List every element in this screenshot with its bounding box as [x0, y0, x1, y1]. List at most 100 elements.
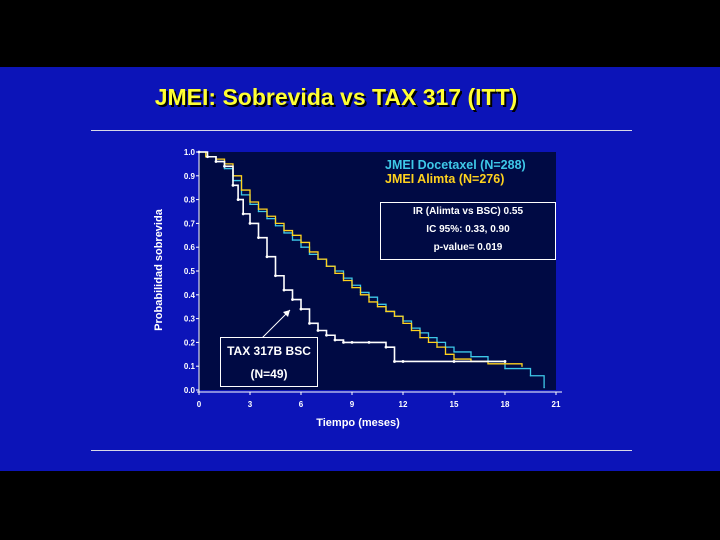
top-divider	[91, 130, 632, 131]
annotation-arrow	[261, 309, 291, 339]
data-point	[283, 229, 285, 232]
data-point	[401, 360, 405, 363]
x-axis-label: Tiempo (meses)	[316, 417, 400, 429]
series-line-jmei-alimta-n-276	[199, 151, 523, 367]
data-point	[257, 210, 260, 213]
data-point	[529, 375, 532, 377]
stats-box: IR (Alimta vs BSC) 0.55 IC 95%: 0.33, 0.…	[380, 202, 556, 260]
data-point	[351, 286, 353, 289]
data-point	[231, 183, 235, 187]
data-point	[427, 341, 430, 344]
data-point	[248, 222, 252, 225]
x-tick-label: 3	[248, 400, 253, 409]
data-point	[393, 315, 396, 317]
data-point	[214, 160, 218, 163]
data-point	[240, 189, 243, 191]
data-point	[265, 255, 269, 259]
data-point	[241, 212, 245, 216]
y-tick-label: 0.7	[184, 219, 196, 228]
y-tick-label: 0.1	[184, 362, 196, 371]
data-point	[342, 279, 345, 282]
data-point	[274, 274, 277, 278]
data-point	[249, 201, 251, 203]
data-point	[419, 336, 421, 339]
data-point	[240, 194, 243, 196]
data-point	[291, 239, 294, 241]
data-point	[368, 301, 370, 303]
data-point	[283, 232, 285, 234]
data-point	[385, 310, 387, 313]
x-tick-label: 0	[197, 400, 202, 409]
series-line-tax-317b-bsc-n-49	[199, 151, 505, 363]
y-tick-label: 1.0	[184, 148, 196, 157]
data-point	[543, 386, 545, 389]
data-point	[308, 251, 311, 253]
data-point	[359, 294, 362, 296]
x-tick-label: 18	[501, 400, 510, 409]
data-point	[470, 355, 472, 358]
bsc-count: (N=49)	[250, 367, 288, 381]
x-tick-label: 15	[450, 400, 459, 409]
data-point	[350, 341, 354, 344]
data-point	[266, 217, 268, 220]
data-point	[384, 345, 388, 349]
data-point	[317, 258, 319, 260]
x-tick-label: 21	[552, 400, 561, 409]
bsc-annotation-box: TAX 317B BSC (N=49)	[220, 337, 318, 387]
data-point	[308, 253, 311, 256]
data-point	[453, 351, 455, 353]
data-point	[376, 306, 379, 308]
data-point	[342, 341, 345, 344]
annotation-arrowhead	[283, 310, 290, 317]
data-point	[300, 241, 302, 244]
data-point	[291, 298, 294, 301]
data-point	[206, 155, 209, 159]
data-point	[300, 246, 302, 248]
data-point	[325, 333, 328, 337]
data-point	[436, 346, 438, 348]
data-point	[504, 363, 506, 365]
y-tick-label: 0.4	[184, 291, 196, 300]
data-point	[487, 363, 489, 365]
x-tick-label: 12	[399, 400, 408, 409]
data-point	[333, 338, 337, 342]
data-point	[504, 367, 506, 370]
data-point	[367, 341, 371, 344]
data-point	[197, 150, 201, 154]
data-point	[223, 167, 226, 170]
y-tick-label: 0.9	[184, 172, 196, 181]
data-point	[257, 236, 260, 240]
data-point	[282, 288, 286, 292]
data-point	[453, 358, 455, 360]
x-tick-label: 9	[350, 400, 355, 409]
data-point	[316, 329, 320, 332]
data-point	[521, 365, 523, 367]
legend-docetaxel: JMEI Docetaxel (N=288)	[385, 158, 526, 172]
data-point	[402, 322, 404, 325]
bsc-label: TAX 317B BSC	[227, 344, 311, 358]
stats-hazard-ratio: IR (Alimta vs BSC) 0.55	[412, 206, 524, 217]
data-point	[410, 329, 413, 332]
y-tick-label: 0.0	[184, 386, 196, 395]
y-tick-label: 0.3	[184, 315, 196, 324]
data-point	[299, 307, 303, 311]
data-point	[444, 353, 447, 355]
data-point	[236, 198, 240, 202]
data-point	[274, 225, 277, 227]
data-point	[266, 215, 268, 217]
data-point	[257, 208, 260, 210]
data-point	[452, 360, 456, 363]
y-axis-label: Probabilidad sobrevida	[153, 209, 165, 331]
data-point	[393, 360, 396, 363]
y-tick-label: 0.2	[184, 338, 196, 347]
data-point	[334, 272, 336, 275]
data-point	[503, 360, 507, 363]
data-point	[291, 234, 294, 236]
page-title: JMEI: Sobrevida vs TAX 317 (ITT)	[154, 84, 518, 110]
bottom-divider	[91, 450, 632, 451]
stats-p-value: p-value= 0.019	[433, 242, 503, 253]
data-point	[325, 265, 328, 267]
data-point	[249, 203, 251, 206]
legend-alimta: JMEI Alimta (N=276)	[385, 172, 505, 186]
y-tick-label: 0.8	[184, 196, 196, 205]
